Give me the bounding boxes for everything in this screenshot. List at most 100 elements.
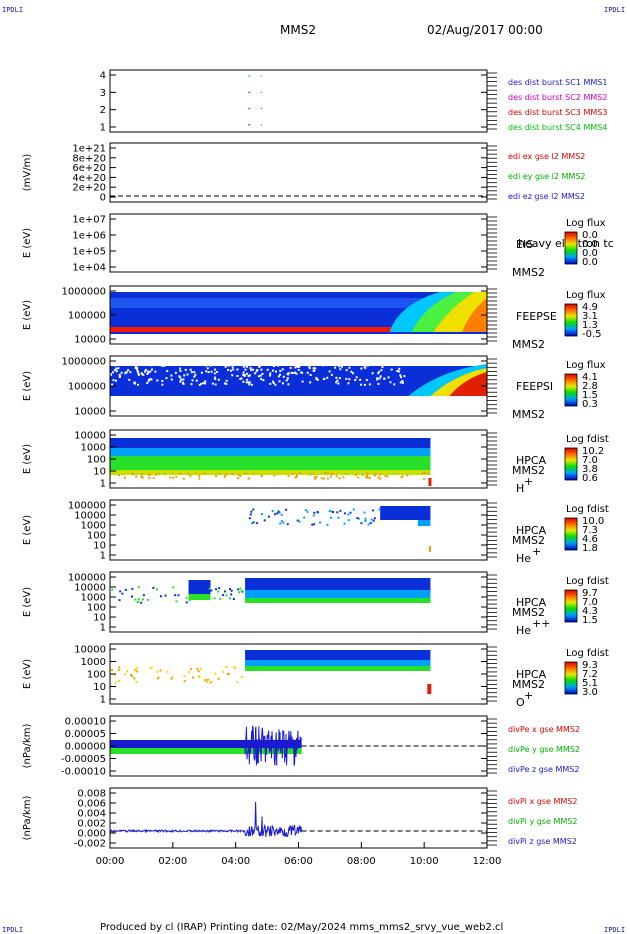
spectrogram-gap	[336, 379, 339, 382]
y-axis-label: (mV/m)	[22, 154, 33, 192]
spectrogram-gap	[278, 380, 281, 383]
spectrogram-gap	[396, 370, 399, 373]
colorbar-title: Log fdist	[566, 434, 609, 445]
spectrogram-dot	[149, 667, 152, 670]
y-tick-label: -0.00005	[61, 754, 106, 765]
spectrogram-dot	[316, 510, 319, 513]
colorbar-tick: -0.5	[582, 329, 602, 340]
spectrogram-dot	[224, 590, 227, 593]
spectrogram-dot	[113, 673, 116, 676]
spectrogram-gap	[245, 372, 248, 375]
spectrogram-gap	[232, 368, 235, 371]
spectrogram-gap	[125, 371, 128, 374]
spectrogram-gap	[205, 370, 208, 373]
spectrogram-dot	[217, 590, 220, 593]
spectrogram-dot	[131, 472, 134, 475]
spectrogram-dot	[225, 594, 228, 597]
spectrogram-gap	[271, 369, 274, 372]
colorbar-tick: 0.3	[582, 399, 598, 410]
y-tick-label: 10	[93, 541, 106, 552]
spectrogram-gap	[266, 368, 269, 371]
spectrogram-gap	[274, 383, 277, 386]
spectrogram-gap	[179, 369, 182, 372]
legend-entry: divPi x gse MMS2	[508, 797, 577, 806]
spectrogram-gap	[247, 375, 250, 378]
y-tick-label: 100000	[68, 311, 106, 322]
spectrogram-dot	[157, 676, 160, 679]
colorbar	[564, 447, 578, 481]
spectrogram-gap	[133, 381, 136, 384]
spectrogram-dot	[187, 472, 190, 475]
spectrogram-gap	[277, 364, 280, 367]
spectrogram-dot	[198, 474, 201, 477]
y-tick-label: 10	[93, 467, 106, 478]
colorbar	[564, 661, 578, 695]
spectrogram-gap	[255, 370, 258, 373]
spectrogram-dot	[152, 476, 155, 479]
colorbar-tick: 4.6	[582, 534, 598, 545]
spectrogram-gap	[225, 382, 228, 385]
spectrogram-gap	[301, 371, 304, 374]
spectrogram-dot	[198, 675, 201, 678]
spectrogram-dot	[142, 598, 145, 601]
spectrogram-dot	[379, 473, 382, 476]
y-axis-label: E (eV)	[22, 659, 33, 689]
spectrogram-dot	[342, 476, 345, 479]
instrument-label: HPCA	[516, 668, 547, 681]
spectrogram-dot	[244, 472, 247, 475]
footer-text: Produced by cl (IRAP) Printing date: 02/…	[100, 922, 503, 933]
spectrogram-gap	[207, 371, 210, 374]
colorbar-tick: 9.7	[582, 588, 598, 599]
spacecraft-title: MMS2	[280, 23, 316, 37]
spectrogram-gap	[115, 370, 118, 373]
spectrogram-dot	[363, 511, 366, 514]
spectrogram-dot	[175, 475, 178, 478]
y-tick-label: 100000	[68, 501, 106, 512]
spectrogram-dot	[169, 476, 172, 479]
spectrogram-gap	[134, 365, 137, 368]
spectrogram-dot	[225, 473, 228, 476]
y-axis-label: E (eV)	[22, 587, 33, 617]
spacecraft-label: MMS2	[512, 266, 545, 279]
spectrogram-dot	[110, 669, 113, 672]
spectrogram-gap	[193, 371, 196, 374]
y-tick-label: 1	[100, 695, 106, 706]
spectrogram-gap	[245, 365, 248, 368]
colorbar	[564, 231, 578, 265]
spectrogram-gap	[396, 364, 399, 367]
species-label: He	[516, 552, 531, 565]
legend-entry: des dist burst SC4 MMS4	[508, 123, 607, 132]
spectrogram-gap	[281, 368, 284, 371]
legend-entry: edi ez gse l2 MMS2	[508, 192, 585, 201]
instrument-label: FEEPSI	[516, 380, 553, 393]
spectrogram-gap	[204, 364, 207, 367]
instrument-label: HPCA	[516, 524, 547, 537]
spectrogram-dot	[304, 509, 307, 512]
y-tick-label: 1e+06	[72, 231, 106, 242]
spectrogram-dot	[330, 473, 333, 476]
spectrogram-gap	[350, 370, 353, 373]
spectrogram-gap	[312, 367, 315, 370]
spectrogram-gap	[355, 376, 358, 379]
spectrogram-gap	[398, 367, 401, 370]
spectrogram-gap	[246, 378, 249, 381]
legend-entry: edi ex gse l2 MMS2	[508, 152, 585, 161]
spectrogram-dot	[365, 476, 368, 479]
spectrogram-gap	[315, 376, 318, 379]
legend-entry: divPe z gse MMS2	[508, 765, 579, 774]
spectrogram-dot	[366, 472, 369, 475]
spectrogram-dot	[111, 588, 114, 591]
spectrogram-gap	[378, 377, 381, 380]
species-label: O	[516, 696, 525, 709]
y-axis-label: E (eV)	[22, 515, 33, 545]
spectrogram-gap	[279, 369, 282, 372]
y-axis-label: E (eV)	[22, 371, 33, 401]
y-tick-label: 10	[93, 613, 106, 624]
spectrogram-gap	[297, 368, 300, 371]
spectrogram-dot	[164, 594, 167, 597]
spectrogram-dot	[155, 588, 158, 591]
spectrogram-gap	[380, 369, 383, 372]
spectrogram-gap	[114, 364, 117, 367]
spectrogram-dot	[347, 513, 350, 516]
spectrogram-gap	[214, 368, 217, 371]
